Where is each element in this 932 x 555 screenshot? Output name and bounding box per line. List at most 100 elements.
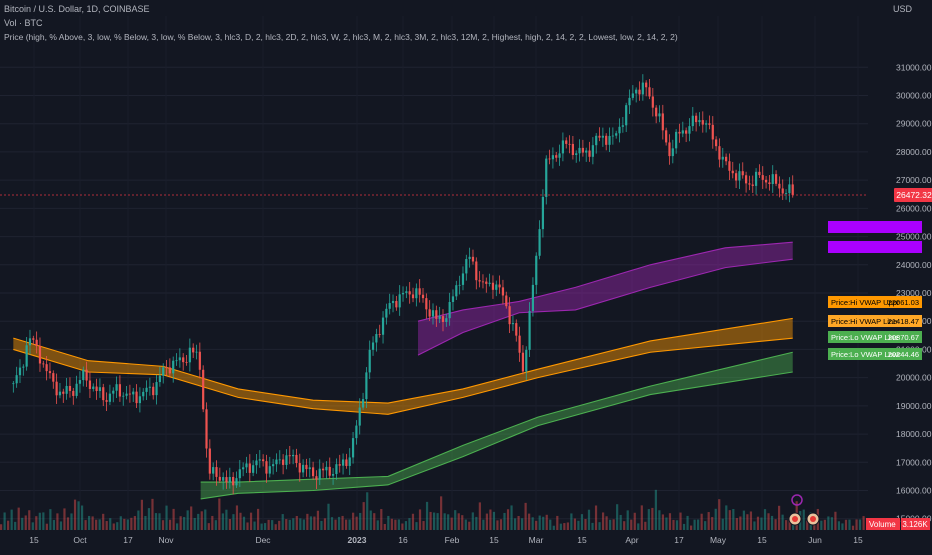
volume-bar [7, 520, 10, 530]
volume-bar [777, 505, 781, 530]
volume-bar [468, 521, 471, 530]
volume-bar [373, 513, 376, 530]
candle-body [68, 385, 72, 391]
candle-body [658, 113, 661, 117]
candle-body [52, 373, 55, 382]
candle-body [138, 396, 141, 404]
candle-body [202, 369, 205, 410]
candle-body [85, 369, 88, 381]
volume-bar [542, 516, 545, 530]
candle-body [691, 115, 694, 127]
last-price-tag-bg [894, 188, 932, 203]
volume-bar [24, 515, 27, 530]
candle-body [378, 334, 381, 335]
candle-body [558, 153, 561, 158]
candle-body [595, 135, 598, 146]
volume-bar [763, 509, 767, 530]
volume-bar [862, 516, 865, 530]
candle-body [72, 390, 75, 396]
volume-bar [566, 522, 569, 530]
candle-body [485, 281, 488, 284]
volume-bar [443, 513, 446, 530]
price-tick-label: 31000.00 [896, 62, 932, 72]
candle-body [348, 457, 351, 466]
candle-body [242, 467, 245, 470]
volume-bar [640, 505, 643, 530]
volume-bar [73, 499, 77, 530]
candle-body [528, 311, 531, 350]
candle-body [258, 459, 261, 461]
volume-bar [14, 521, 17, 530]
volume-legend: Vol · BTC [4, 18, 43, 28]
candle-body [225, 477, 228, 483]
candle-body [122, 395, 125, 397]
time-tick-label: Oct [73, 535, 87, 545]
time-tick-label: Nov [158, 535, 174, 545]
volume-bar [697, 519, 700, 530]
volume-bar [302, 519, 305, 530]
volume-bar [260, 523, 263, 530]
candle-body [185, 362, 188, 363]
volume-bar [478, 502, 481, 530]
volume-bar [126, 519, 129, 530]
candle-body [215, 467, 218, 477]
volume-bar [80, 505, 84, 530]
candle-body [744, 175, 748, 184]
candle-body [774, 174, 778, 184]
volume-bar [401, 523, 404, 530]
candle-body [148, 386, 151, 388]
volume-bar [109, 518, 112, 530]
candle-body [625, 105, 628, 126]
volume-bar [651, 507, 654, 530]
candle-body [12, 383, 15, 385]
candle-body [58, 391, 62, 396]
candle-body [648, 87, 651, 97]
volume-bar [35, 516, 38, 530]
candle-body [458, 284, 461, 286]
volume-bar [820, 520, 823, 530]
volume-bar [517, 515, 520, 530]
price-tick-label: 19000.00 [896, 401, 932, 411]
candle-body [695, 115, 698, 123]
candle-body [645, 82, 648, 88]
candle-body [515, 323, 518, 336]
candle-body [288, 455, 291, 457]
volume-bar [732, 509, 735, 530]
candle-body [525, 349, 528, 372]
volume-bar [232, 514, 235, 530]
volume-bar [123, 518, 126, 530]
candle-body [338, 464, 341, 466]
candle-body [182, 357, 185, 363]
time-tick-label: 15 [29, 535, 39, 545]
candle-body [98, 387, 102, 392]
green-band-upper [200, 351, 793, 483]
indicator-tag-bg [828, 331, 922, 343]
time-tick-label: May [710, 535, 727, 545]
candle-body [65, 385, 68, 394]
volume-bar [3, 512, 6, 530]
volume-bar [130, 517, 133, 530]
last-price-tag: 26472.32 [896, 190, 932, 200]
volume-bar [531, 517, 534, 530]
candle-body [435, 310, 438, 319]
volume-bar [770, 515, 774, 530]
band-layer [13, 241, 793, 500]
candle-body [638, 89, 641, 95]
volume-bar [436, 513, 439, 530]
candle-body [235, 478, 238, 486]
volume-bar [172, 508, 175, 530]
volume-bar [464, 519, 467, 530]
volume-bar [285, 519, 288, 530]
candle-body [172, 360, 175, 374]
volume-bar [725, 505, 728, 530]
volume-bar [31, 522, 34, 530]
volume-bar [355, 516, 358, 530]
candle-body [501, 287, 505, 296]
price-tick-label: 25000.00 [896, 232, 932, 242]
volume-bar [503, 512, 506, 530]
volume-bar [647, 509, 650, 530]
candle-body [455, 285, 458, 297]
candle-body [708, 123, 711, 125]
candle-body [295, 454, 298, 464]
